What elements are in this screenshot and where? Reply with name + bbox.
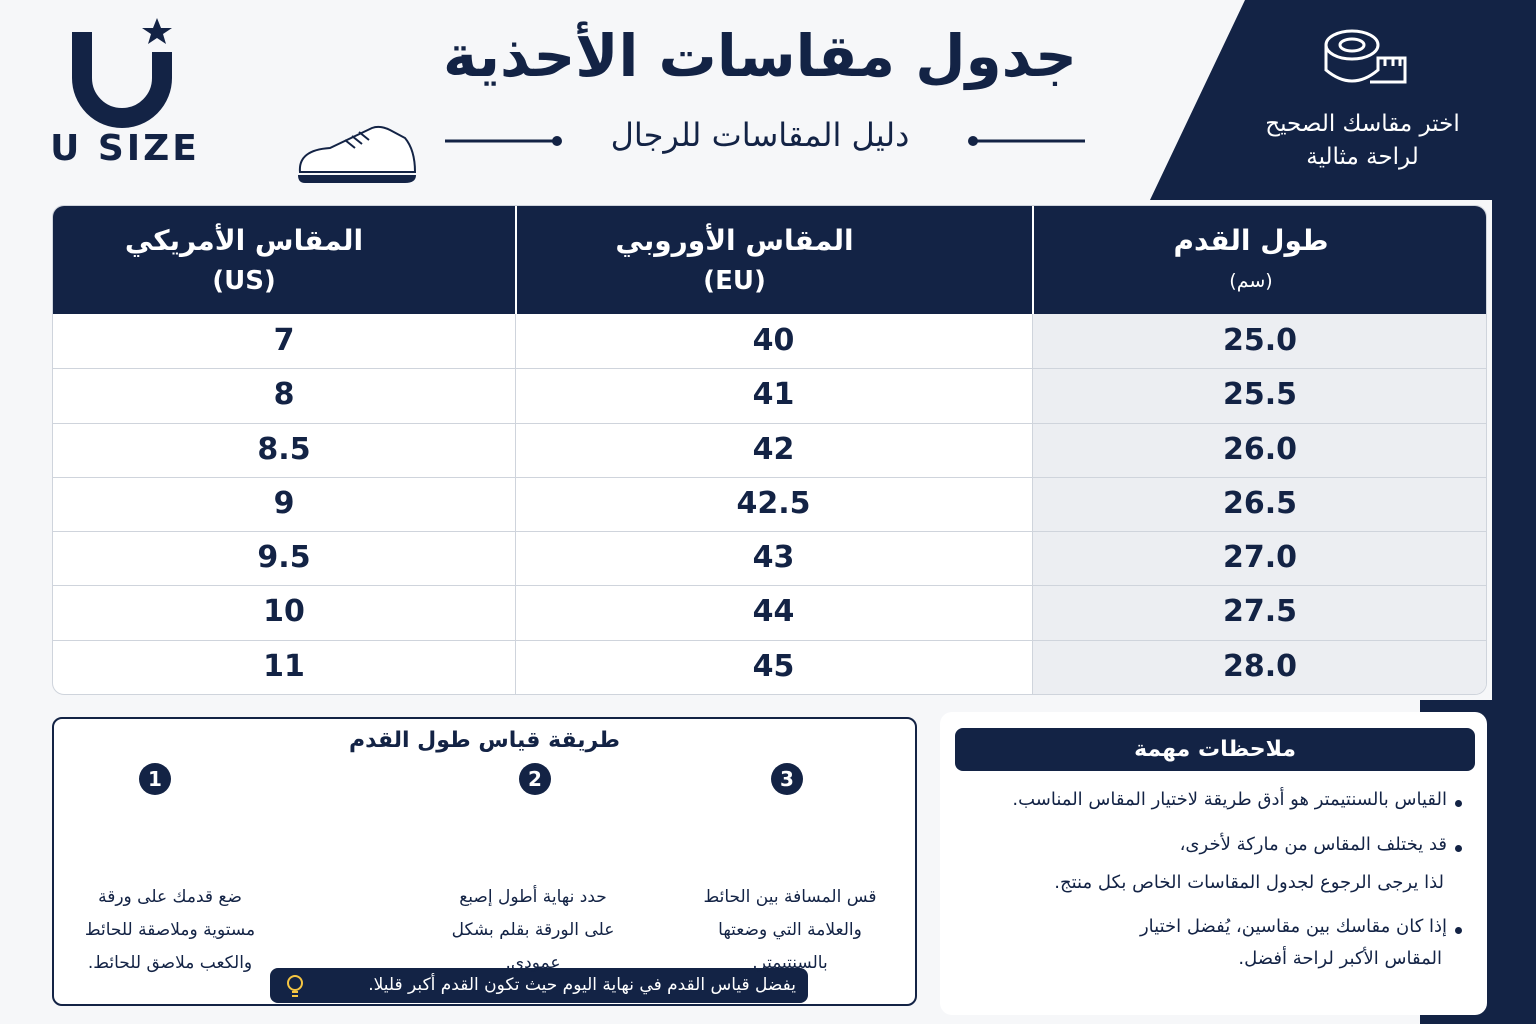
step-text: بالسنتيمتر. (752, 953, 828, 973)
row-divider (53, 531, 1486, 533)
cell: 27.5 (1222, 594, 1298, 630)
row-divider (53, 585, 1486, 587)
cell: 25.0 (1222, 323, 1298, 358)
column-divider (515, 314, 516, 694)
cell: 10 (263, 594, 305, 630)
tip: يفضل قياس القدم في نهاية اليوم حيث تكون … (270, 968, 808, 1003)
tagline: اختر مقاسك الصحيح (1265, 111, 1460, 137)
bulb-icon (287, 975, 303, 997)
table-header: طول القدم (سم) المقاس الأوروبي (EU) المقاس ا… (53, 206, 1486, 314)
header-cell: طول القدم (سم) (1032, 206, 1486, 314)
cell: 27.0 (1222, 540, 1298, 576)
title: جدول مقاسات الأحذية (443, 22, 1077, 90)
how-to-title: طريقة قياس طول القدم (349, 728, 620, 753)
cell: 42.5 (736, 485, 811, 521)
note-text: إذا كان مقاسك بين مقاسين، يُفضل اختيار (1139, 916, 1447, 937)
note-text: القياس بالسنتيمتر هو أدق طريقة لاختيار ا… (1012, 789, 1447, 810)
step-number: 3 (771, 763, 803, 795)
bullet (1455, 927, 1462, 934)
how-to-box (52, 717, 917, 1006)
note-text: المقاس الأكبر لراحة أفضل. (1238, 948, 1442, 969)
subtitle: دليل المقاسات للرجال (610, 116, 910, 154)
step-text: عمودي. (505, 953, 561, 973)
header-cell: المقاس الأوروبي (EU) (515, 206, 1032, 314)
cell: 44 (752, 594, 795, 630)
bullet (1455, 845, 1462, 852)
row-divider (53, 476, 1486, 478)
brand: U SIZE (50, 128, 200, 169)
notes-title: ملاحظات مهمة (955, 728, 1475, 771)
row-divider (53, 368, 1486, 370)
cell: 25.5 (1222, 377, 1298, 413)
step-text: حدد نهاية أطول إصبع (459, 887, 607, 907)
row-divider (53, 422, 1486, 424)
row-divider (53, 639, 1486, 641)
tagline: لراحة مثالية (1306, 144, 1419, 170)
cell: 7 (273, 323, 295, 358)
header-unit: (US) (212, 266, 276, 296)
cell: 8 (273, 377, 295, 413)
step-text: على الورقة بقلم بشكل (451, 920, 615, 940)
step-number: 2 (519, 763, 551, 795)
cell: 26.0 (1222, 431, 1298, 467)
size-table: طول القدم (سم) المقاس الأوروبي (EU) المقاس ا… (52, 205, 1487, 695)
header-unit: (EU) (703, 266, 766, 296)
cell: 8.5 (257, 431, 311, 467)
cell: 26.5 (1222, 485, 1298, 521)
cell: 45 (752, 648, 795, 684)
column-shade (1032, 314, 1486, 694)
cell: 11 (263, 648, 305, 684)
step-text: والعلامة التي وضعتها (718, 920, 862, 940)
note-text: لذا يرجى الرجوع لجدول المقاسات الخاص بكل… (1054, 872, 1444, 893)
header-title: المقاس الأوروبي (615, 224, 854, 257)
step-number: 1 (139, 763, 171, 795)
header-title: المقاس الأمريكي (124, 224, 364, 257)
header-title: طول القدم (1173, 224, 1329, 257)
note-text: قد يختلف المقاس من ماركة لأخرى، (1179, 834, 1447, 855)
step-text: مستوية وملاصقة للحائط (84, 920, 256, 940)
header-unit: (سم) (1229, 270, 1273, 292)
cell: 40 (752, 323, 795, 358)
column-divider (1032, 314, 1033, 694)
cell: 41 (752, 377, 795, 413)
cell: 9.5 (257, 540, 311, 576)
step-text: والكعب ملاصق للحائط. (87, 953, 253, 973)
bullet (1455, 800, 1462, 807)
cell: 9 (273, 485, 295, 521)
cell: 42 (752, 431, 795, 467)
step-text: ضع قدمك على ورقة (98, 887, 242, 907)
header-cell: المقاس الأمريكي (US) (53, 206, 515, 314)
cell: 43 (752, 540, 795, 576)
step-text: قس المسافة بين الحائط (703, 887, 877, 907)
cell: 28.0 (1222, 648, 1298, 684)
